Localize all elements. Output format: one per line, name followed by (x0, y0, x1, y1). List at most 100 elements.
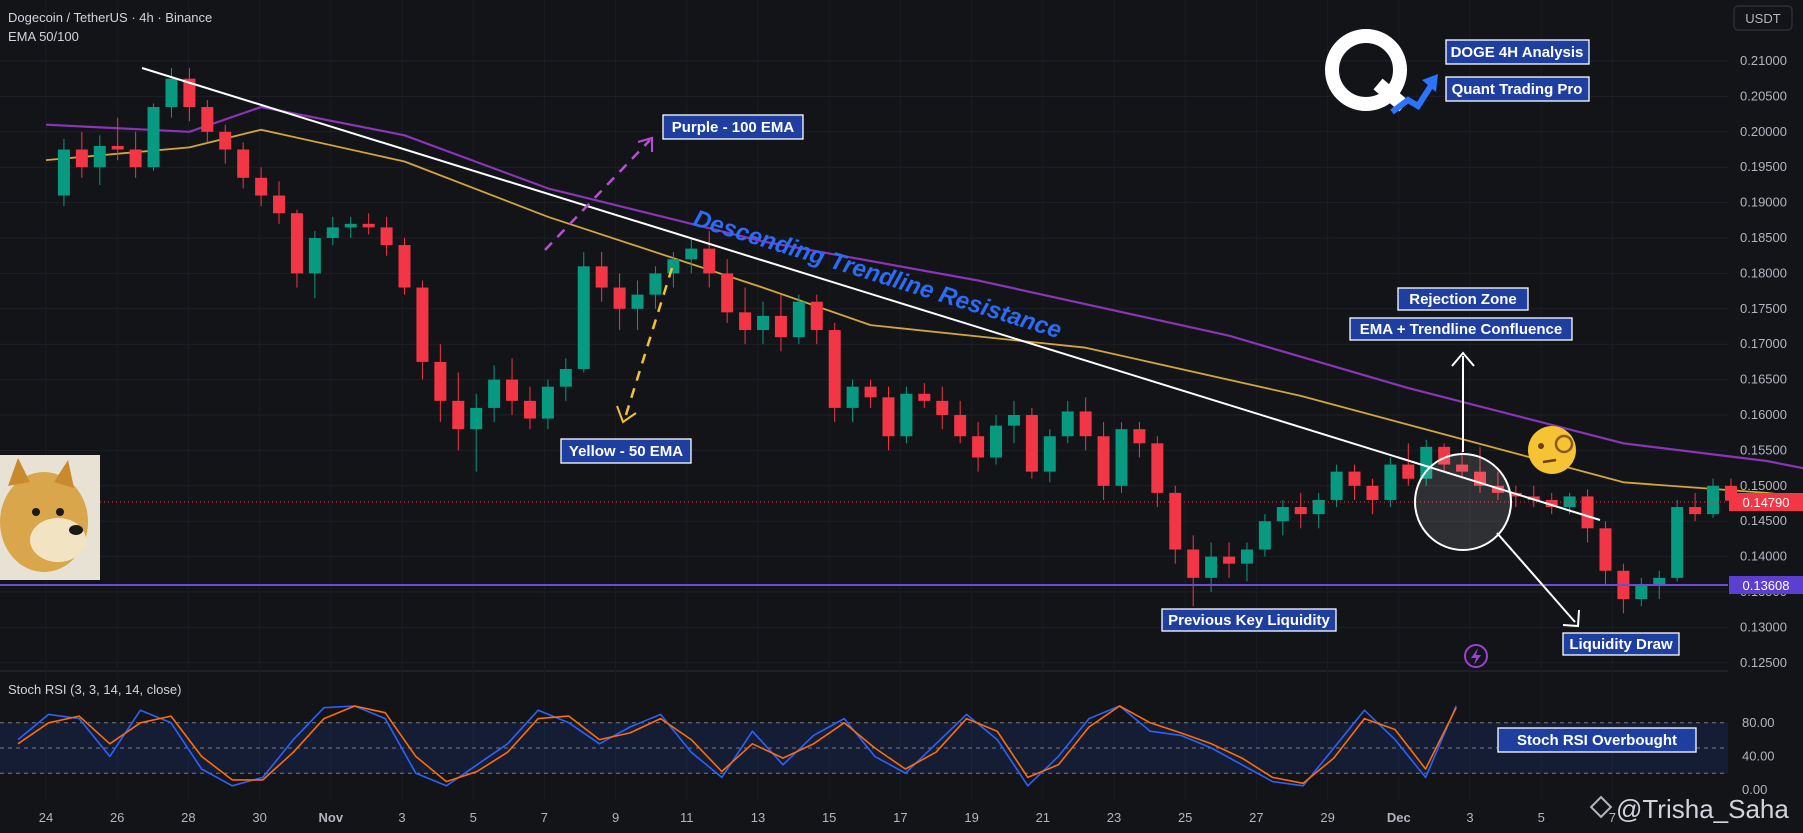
candle-body (1169, 492, 1182, 550)
quant-logo-icon (1325, 29, 1438, 115)
price-tick-label: 0.18500 (1740, 230, 1787, 245)
candle-body (864, 386, 877, 398)
currency-label: USDT (1745, 11, 1780, 26)
candle (1635, 577, 1648, 607)
stoch-overbought-label: Stoch RSI Overbought (1497, 727, 1697, 753)
candle (1384, 457, 1397, 508)
candle (990, 415, 1003, 465)
last-price-tag (1729, 493, 1803, 511)
time-tick-label: Dec (1387, 810, 1411, 825)
candle (1294, 492, 1307, 529)
time-tick-label: Nov (319, 810, 344, 825)
price-tick-label: 0.15500 (1740, 442, 1787, 457)
doge-4h-analysis-label: DOGE 4H Analysis (1445, 39, 1590, 65)
candle-body (1527, 496, 1540, 500)
candle-body (129, 149, 142, 168)
candle (1151, 436, 1164, 508)
time-tick-label: 7 (541, 810, 548, 825)
yellow-ema-label: Yellow - 50 EMA (560, 438, 692, 464)
candle-body (595, 266, 608, 288)
candle (308, 230, 321, 299)
price-tick-label: 0.20000 (1740, 124, 1787, 139)
candle-body (739, 312, 752, 331)
candle (1527, 485, 1540, 508)
currency-button[interactable] (1733, 5, 1793, 31)
candle-body (1079, 411, 1092, 437)
candle (846, 379, 859, 423)
time-tick-label: 23 (1107, 810, 1121, 825)
candle (344, 216, 357, 238)
candle-body (1133, 429, 1146, 444)
candle (380, 216, 393, 256)
candle (434, 344, 447, 423)
candle (1258, 514, 1271, 557)
stoch-tick-label: 80.00 (1742, 715, 1775, 730)
candle-body (416, 287, 429, 362)
lightning-icon[interactable] (1464, 644, 1488, 668)
candle-body (201, 107, 214, 132)
candle (703, 230, 716, 288)
candle-body (1545, 499, 1558, 508)
price-tick-label: 0.17000 (1740, 336, 1787, 351)
descending-trendline[interactable] (141, 67, 1601, 521)
candle (129, 131, 142, 178)
candle-body (1294, 507, 1307, 515)
price-tick-label: 0.16000 (1740, 407, 1787, 422)
candle (1420, 439, 1433, 486)
candle-body (1097, 436, 1110, 486)
candle (183, 68, 196, 122)
candle-body (667, 259, 680, 274)
candle-body (882, 397, 895, 437)
candle-body (1599, 528, 1612, 571)
candle-body (183, 78, 196, 108)
candle-body (1025, 415, 1038, 472)
candle (111, 117, 124, 161)
candle-body (57, 149, 70, 196)
confluence-label: EMA + Trendline Confluence (1349, 317, 1573, 341)
candle-body (577, 266, 590, 369)
up-arrow-head-icon (1451, 351, 1475, 367)
price-tick-label: 0.17500 (1740, 301, 1787, 316)
price-tick-label: 0.14000 (1740, 549, 1787, 564)
price-tick-label: 0.15000 (1740, 478, 1787, 493)
candle (398, 238, 411, 295)
candle-body (810, 301, 823, 331)
candle (1079, 397, 1092, 451)
candle-body (1061, 411, 1074, 437)
candle-body (541, 386, 554, 419)
candle-body (1420, 446, 1433, 479)
candle (1061, 400, 1074, 444)
time-tick-label: 29 (1320, 810, 1334, 825)
candle (739, 287, 752, 345)
candle (470, 393, 483, 472)
candle (792, 294, 805, 345)
candle-body (1330, 471, 1343, 500)
candle-body (1151, 443, 1164, 493)
candle-body (721, 273, 734, 313)
stoch-tick-label: 40.00 (1742, 748, 1775, 763)
candle-body (613, 287, 626, 309)
rejection-circle[interactable] (1414, 453, 1512, 551)
candle-body (1187, 549, 1200, 578)
candle-body (273, 195, 286, 214)
candle-body (308, 238, 321, 274)
candle-body (559, 368, 572, 387)
time-tick-label: 27 (1249, 810, 1263, 825)
stoch-band-group (0, 722, 1728, 774)
candle-body (147, 107, 160, 168)
candle-body (1312, 499, 1325, 515)
candle-body (1384, 464, 1397, 500)
time-tick-label: 25 (1178, 810, 1192, 825)
price-tick-label: 0.20500 (1740, 88, 1787, 103)
purple-ema-label: Purple - 100 EMA (662, 114, 804, 140)
price-tick-label: 0.13000 (1740, 619, 1787, 634)
candle (255, 167, 268, 207)
candle-body (488, 379, 501, 408)
candle (1043, 429, 1056, 483)
candle-body (918, 393, 931, 401)
candle (559, 358, 572, 401)
time-tick-label: 17 (893, 810, 907, 825)
candle (93, 135, 106, 185)
candle-body (1707, 485, 1720, 515)
